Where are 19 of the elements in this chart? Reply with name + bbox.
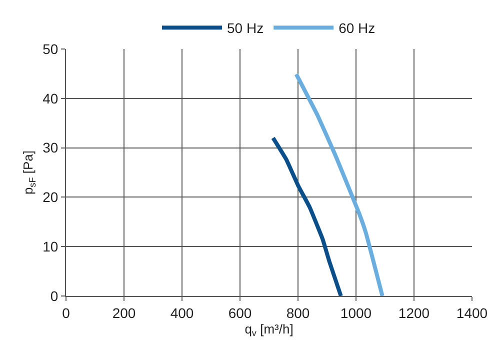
x-tick-label: 0 xyxy=(62,304,70,321)
y-tick-label: 30 xyxy=(42,140,58,156)
line-series xyxy=(271,136,343,296)
y-tick-label: 20 xyxy=(42,189,58,206)
y-tick-label: 50 xyxy=(42,40,58,57)
x-tick-label: 1400 xyxy=(456,304,488,321)
x-tick-label: 800 xyxy=(286,304,310,321)
x-tick-label: 600 xyxy=(228,304,252,321)
x-tick-label: 1200 xyxy=(398,304,430,321)
legend-label: 60 Hz xyxy=(338,20,376,36)
x-tick-label: 200 xyxy=(112,304,136,321)
y-tick-label: 10 xyxy=(42,238,58,254)
legend-label: 50 Hz xyxy=(227,20,264,36)
y-tick-label: 0 xyxy=(50,288,58,304)
line-series xyxy=(294,72,384,296)
x-axis-title: q$_{v}$ [m³/h] xyxy=(244,321,294,338)
x-tick-label: 400 xyxy=(170,304,194,321)
x-tick-label: 1000 xyxy=(340,304,372,321)
y-tick-label: 40 xyxy=(42,90,58,106)
